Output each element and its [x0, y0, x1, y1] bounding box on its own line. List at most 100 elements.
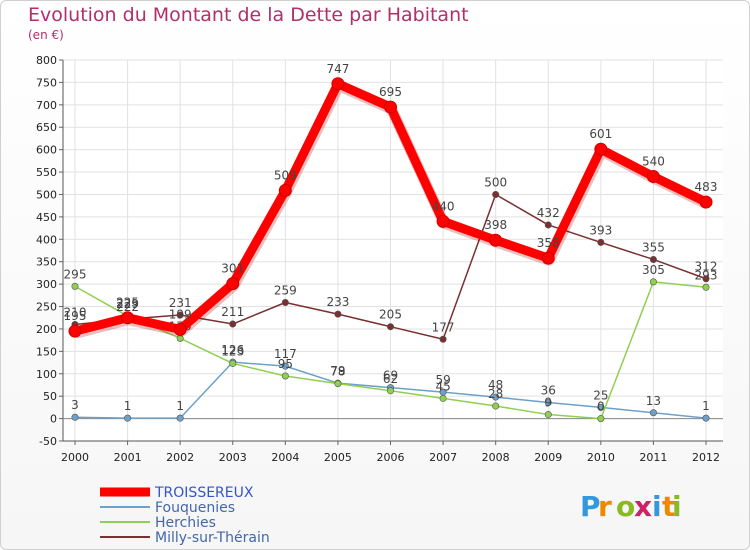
data-label: 305: [642, 263, 665, 277]
y-tick-label: 500: [36, 188, 57, 201]
data-point: [384, 100, 397, 114]
data-label: 79: [330, 364, 345, 378]
data-label: 95: [278, 357, 293, 371]
data-label: 500: [484, 175, 507, 189]
data-label: 45: [435, 379, 450, 393]
chart-subtitle: (en €): [28, 28, 64, 42]
data-point: [649, 409, 657, 417]
data-point: [68, 324, 82, 338]
x-tick-label: 2001: [114, 451, 142, 464]
data-label: 229: [116, 297, 139, 311]
data-label: 126: [221, 343, 244, 357]
data-point: [124, 414, 132, 422]
data-label: 301: [221, 262, 244, 276]
data-point: [439, 335, 447, 343]
y-tick-label: 700: [36, 99, 57, 112]
data-label: 225: [116, 296, 139, 310]
data-point: [702, 414, 710, 422]
plot-area: [63, 60, 723, 441]
data-label: 440: [432, 199, 455, 213]
data-label: 695: [379, 85, 402, 99]
data-label: 25: [593, 388, 608, 402]
data-point: [386, 323, 394, 331]
data-point: [173, 322, 187, 336]
data-point: [544, 411, 552, 419]
data-point: [71, 413, 79, 421]
y-tick-label: 300: [36, 278, 57, 291]
data-point: [649, 255, 657, 263]
data-point: [594, 142, 608, 156]
data-label: 3: [71, 398, 79, 412]
data-point: [71, 282, 79, 290]
data-label: 48: [488, 378, 503, 392]
data-point: [278, 183, 292, 197]
y-tick-label: 350: [36, 256, 57, 269]
y-tick-label: 650: [36, 121, 57, 134]
y-tick-label: 0: [50, 413, 57, 426]
logo-letter: i: [672, 490, 682, 523]
data-label: 36: [541, 383, 556, 397]
data-label: 0: [597, 400, 605, 414]
y-tick-label: 750: [36, 76, 57, 89]
data-label: 1: [124, 399, 132, 413]
x-tick-label: 2003: [219, 451, 247, 464]
data-label: 398: [484, 218, 507, 232]
x-tick-label: 2007: [429, 451, 457, 464]
data-label: 259: [274, 283, 297, 297]
data-point: [121, 311, 135, 325]
data-label: 199: [169, 307, 192, 321]
x-tick-label: 2002: [166, 451, 194, 464]
data-point: [334, 310, 342, 318]
data-point: [439, 394, 447, 402]
data-point: [331, 77, 345, 91]
data-point: [492, 190, 500, 198]
x-tick-label: 2000: [61, 451, 89, 464]
chart-title: Evolution du Montant de la Dette par Hab…: [28, 4, 469, 26]
legend-label-0: TROISSEREUX: [154, 485, 254, 501]
data-point: [702, 283, 710, 291]
data-label: 177: [432, 320, 455, 334]
logo-letter: t: [662, 490, 675, 523]
y-tick-label: -50: [39, 435, 57, 448]
data-label: 123: [221, 344, 244, 358]
data-point: [489, 233, 503, 247]
data-label: 59: [435, 373, 450, 387]
data-point: [334, 380, 342, 388]
logo-letter: i: [652, 490, 662, 523]
data-point: [649, 278, 657, 286]
data-label: 540: [642, 155, 665, 169]
data-point: [281, 372, 289, 380]
data-point: [226, 277, 240, 291]
y-tick-label: 600: [36, 144, 57, 157]
y-tick-label: 100: [36, 368, 57, 381]
data-label: 393: [589, 223, 612, 237]
data-point: [176, 311, 184, 319]
y-tick-label: 250: [36, 301, 57, 314]
data-point: [699, 195, 713, 209]
x-tick-label: 2005: [324, 451, 352, 464]
logo-letter: r: [598, 490, 612, 523]
x-tick-label: 2012: [692, 451, 720, 464]
data-label: 117: [274, 347, 297, 361]
data-label: 483: [695, 180, 718, 194]
data-label: 62: [383, 372, 398, 386]
logo-letter: x: [634, 490, 652, 523]
y-tick-label: 800: [36, 54, 57, 67]
data-label: 231: [169, 296, 192, 310]
data-point: [176, 414, 184, 422]
data-label: 28: [488, 387, 503, 401]
data-point: [281, 362, 289, 370]
data-label: 210: [64, 305, 87, 319]
data-label: 358: [537, 236, 560, 250]
data-point: [229, 320, 237, 328]
data-point: [544, 221, 552, 229]
y-tick-label: 400: [36, 233, 57, 246]
y-tick-label: 450: [36, 211, 57, 224]
legend-label-1: Fouquenies: [155, 500, 235, 516]
data-label: 211: [221, 305, 244, 319]
data-point: [492, 393, 500, 401]
data-label: 195: [64, 309, 87, 323]
data-point: [702, 275, 710, 283]
data-label: 78: [330, 365, 345, 379]
